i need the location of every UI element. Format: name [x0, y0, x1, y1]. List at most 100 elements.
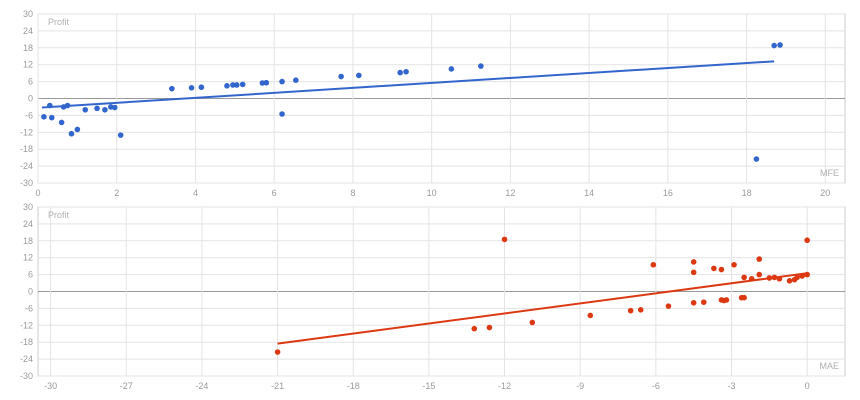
- data-point: [786, 277, 793, 284]
- x-tick-label: 8: [350, 188, 355, 198]
- x-tick-label: -21: [271, 381, 284, 391]
- x-tick-label: 6: [272, 188, 277, 198]
- x-tick-label: -12: [498, 381, 511, 391]
- y-tick-label: 18: [23, 236, 33, 246]
- y-tick-label: 6: [28, 77, 33, 87]
- y-tick-label: -24: [20, 161, 33, 171]
- y-tick-label: 18: [23, 43, 33, 53]
- x-tick-label: -27: [120, 381, 133, 391]
- y-tick-label: 6: [28, 270, 33, 280]
- data-point: [756, 256, 763, 262]
- data-point: [117, 132, 124, 138]
- data-point: [471, 325, 478, 332]
- data-point: [690, 259, 697, 265]
- y-tick-label: -18: [20, 337, 33, 347]
- data-point: [587, 312, 594, 319]
- y-tick-label: 24: [23, 26, 33, 36]
- data-point: [799, 273, 805, 279]
- data-point: [448, 66, 455, 72]
- data-point: [198, 84, 205, 91]
- data-point: [766, 275, 773, 281]
- y-tick-label: -6: [25, 303, 33, 313]
- data-point: [771, 274, 778, 281]
- data-point: [756, 271, 763, 278]
- data-point: [74, 126, 81, 133]
- x-tick-label: -3: [728, 381, 736, 391]
- y-tick-label: 12: [23, 60, 33, 70]
- data-point: [804, 237, 810, 244]
- data-point: [293, 77, 299, 83]
- data-point: [41, 114, 47, 120]
- trendline: [41, 60, 775, 109]
- x-tick-label: -15: [422, 381, 435, 391]
- data-point: [111, 104, 118, 111]
- data-point: [58, 119, 65, 126]
- data-point: [794, 274, 800, 281]
- data-point: [529, 319, 536, 326]
- y-tick-label: -30: [20, 371, 33, 381]
- data-point: [68, 130, 75, 137]
- data-point: [230, 82, 236, 88]
- data-point: [239, 81, 246, 88]
- data-point: [777, 42, 783, 48]
- x-axis-label: MFE: [820, 168, 839, 178]
- data-point: [723, 297, 730, 303]
- trendline: [277, 272, 808, 345]
- data-point: [478, 63, 484, 69]
- data-point: [188, 84, 195, 91]
- data-point: [718, 266, 725, 273]
- data-point: [356, 72, 362, 79]
- data-point: [274, 349, 281, 355]
- data-point: [233, 82, 240, 88]
- data-point: [690, 269, 697, 276]
- y-axis-label: Profit: [48, 210, 70, 220]
- data-point: [700, 299, 707, 306]
- y-tick-label: 12: [23, 253, 33, 263]
- x-tick-label: 14: [584, 188, 594, 198]
- x-tick-label: 4: [193, 188, 198, 198]
- data-point: [279, 111, 285, 117]
- data-point: [741, 294, 747, 301]
- x-tick-label: 0: [805, 381, 810, 391]
- data-point: [263, 79, 270, 86]
- data-point: [776, 276, 783, 282]
- y-tick-label: -30: [20, 178, 33, 188]
- data-point: [169, 85, 175, 92]
- x-tick-label: -6: [652, 381, 660, 391]
- data-point: [804, 271, 810, 278]
- data-point: [82, 106, 89, 113]
- data-point: [47, 102, 53, 109]
- data-point: [731, 261, 737, 268]
- data-point: [397, 69, 403, 76]
- y-tick-label: 30: [23, 202, 33, 212]
- data-point: [753, 156, 760, 162]
- y-tick-label: 30: [23, 9, 33, 19]
- data-point: [48, 114, 55, 121]
- data-point: [64, 102, 71, 109]
- y-tick-label: -12: [20, 320, 33, 330]
- y-tick-label: 0: [28, 287, 33, 297]
- data-point: [486, 324, 493, 331]
- data-point: [279, 78, 285, 85]
- y-tick-label: -12: [20, 127, 33, 137]
- y-tick-label: -18: [20, 144, 33, 154]
- y-tick-label: 0: [28, 94, 33, 104]
- x-tick-label: 0: [35, 188, 40, 198]
- data-point: [690, 299, 697, 306]
- x-tick-label: -18: [347, 381, 360, 391]
- data-point: [637, 307, 644, 313]
- x-tick-label: -9: [576, 381, 584, 391]
- y-axis-label: Profit: [48, 17, 70, 27]
- x-tick-label: 10: [427, 188, 437, 198]
- x-tick-label: -24: [195, 381, 208, 391]
- data-point: [403, 68, 409, 75]
- data-point: [627, 307, 634, 314]
- data-point: [338, 73, 344, 80]
- x-tick-label: 16: [663, 188, 673, 198]
- x-tick-label: 12: [505, 188, 515, 198]
- data-point: [102, 106, 108, 113]
- y-tick-label: 24: [23, 219, 33, 229]
